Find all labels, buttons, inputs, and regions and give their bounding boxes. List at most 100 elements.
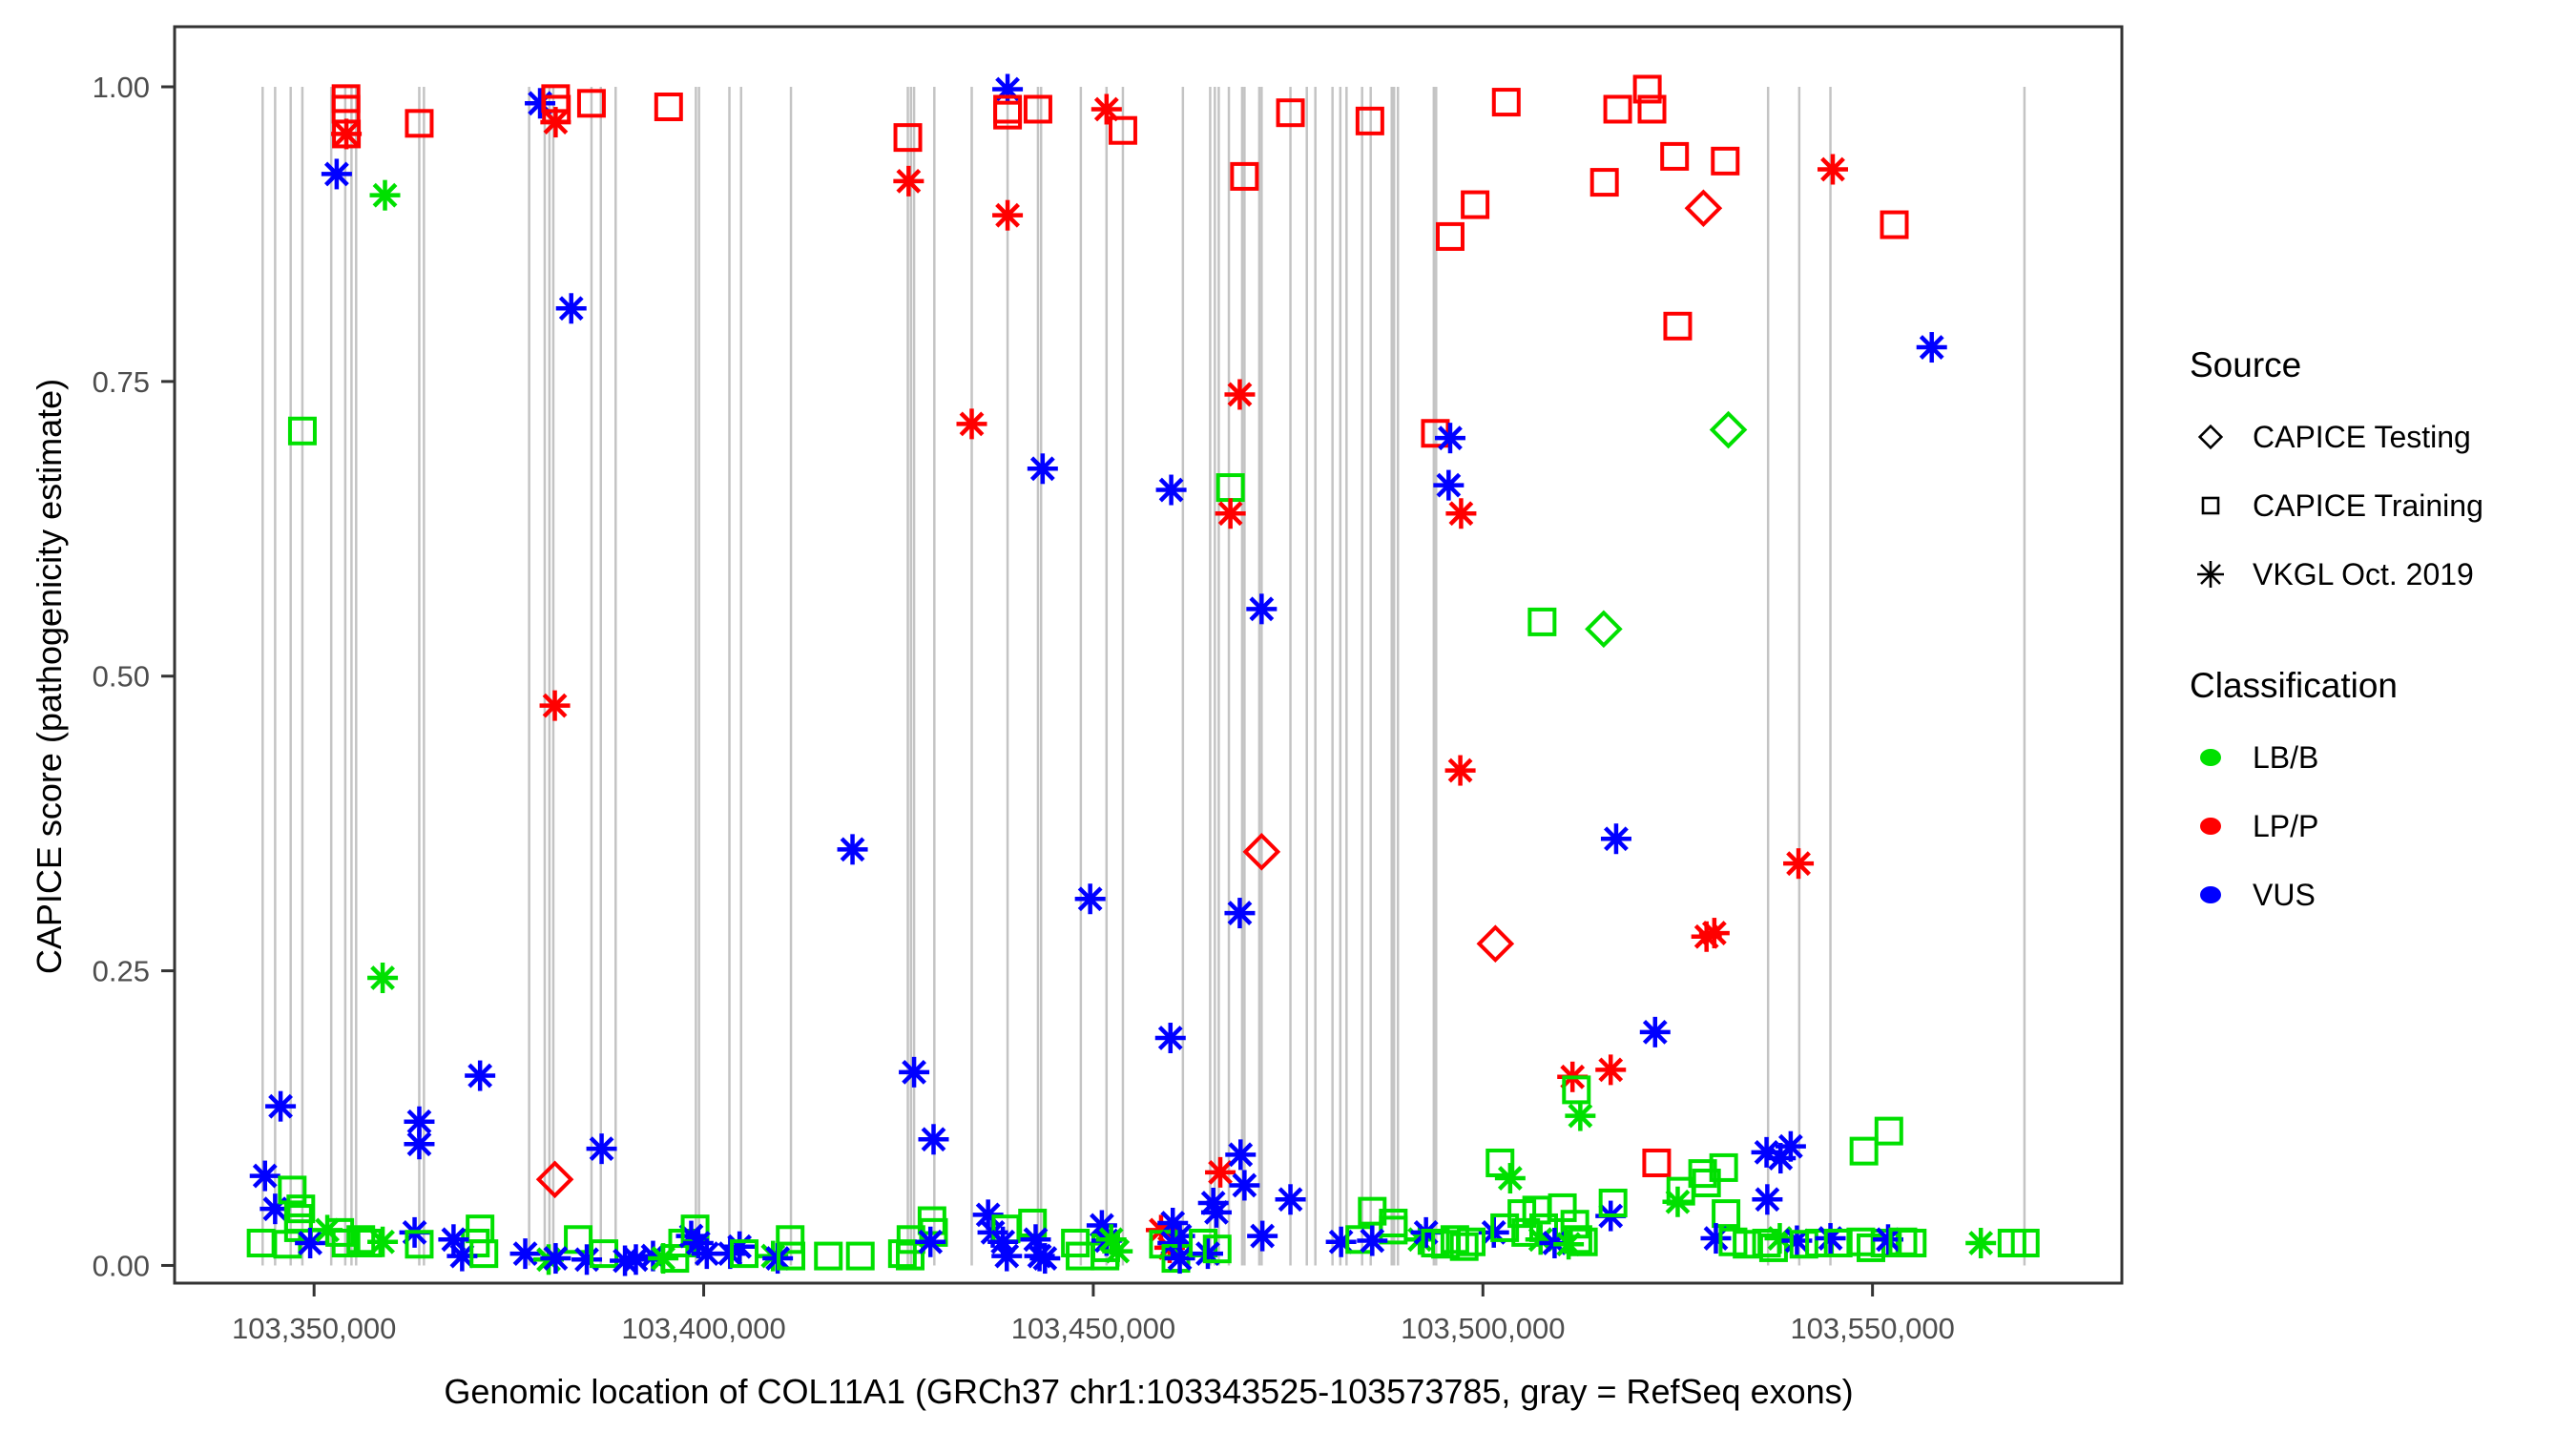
- data-point-asterisk: [1224, 379, 1256, 410]
- data-point-square: [278, 1175, 307, 1205]
- data-point-asterisk: [1433, 469, 1465, 501]
- data-point-asterisk: [265, 1090, 297, 1122]
- axes: 103,350,000 103,400,000 103,450,000 103,500…: [93, 71, 1955, 1345]
- data-point-square: [1688, 1159, 1717, 1189]
- data-point-asterisk: [465, 1060, 496, 1091]
- plot-panel-border: [173, 25, 2124, 1285]
- data-point-asterisk: [1247, 1220, 1278, 1252]
- data-point-square: [1527, 607, 1557, 636]
- data-point-asterisk: [249, 1160, 280, 1192]
- data-point-asterisk: [918, 1124, 949, 1155]
- data-point-asterisk: [1155, 474, 1187, 506]
- data-point-asterisk: [1192, 1238, 1223, 1270]
- data-point-square: [893, 123, 923, 153]
- data-point-asterisk: [1215, 498, 1246, 529]
- x-axis-title: Genomic location of COL11A1 (GRCh37 chr1…: [444, 1372, 1854, 1411]
- data-point-diamond: [1585, 610, 1623, 649]
- data-point-asterisk: [540, 107, 571, 138]
- data-point-asterisk: [586, 1133, 617, 1165]
- data-point-square: [1563, 1225, 1592, 1255]
- data-point-asterisk: [540, 1243, 571, 1275]
- y-axis-title: CAPICE score (pathogenicity estimate): [30, 378, 69, 975]
- data-point-asterisk: [1817, 154, 1848, 185]
- data-point-asterisk: [321, 158, 352, 190]
- data-point-asterisk: [1154, 1023, 1186, 1054]
- data-point-asterisk: [369, 179, 401, 211]
- data-point-asterisk: [1275, 1184, 1306, 1215]
- data-point-square: [1440, 1225, 1469, 1255]
- data-point-asterisk: [404, 1129, 435, 1160]
- red-dot-icon: [2200, 818, 2221, 835]
- x-tick-label: 103,500,000: [1401, 1312, 1565, 1345]
- data-point-square: [776, 1225, 805, 1255]
- x-tick-label: 103,550,000: [1790, 1312, 1954, 1345]
- legend-label: CAPICE Testing: [2253, 419, 2471, 454]
- legend-item-lpp: LP/P: [2190, 792, 2562, 861]
- legend-group-source: Source CAPICE Testing CAPICE Training: [2190, 345, 2562, 609]
- data-point-square: [1598, 1188, 1628, 1217]
- data-point-asterisk: [1783, 848, 1815, 880]
- data-point-square: [469, 1239, 499, 1269]
- legend-item-lbb: LB/B: [2190, 723, 2562, 792]
- data-point-asterisk: [991, 1240, 1023, 1272]
- data-point-asterisk: [1553, 1229, 1585, 1260]
- data-point-square: [1870, 1228, 1900, 1257]
- data-point-square: [331, 1228, 361, 1257]
- data-point-asterisk: [1639, 1016, 1671, 1047]
- data-point-square: [1215, 473, 1245, 503]
- data-point-asterisk: [1102, 1235, 1133, 1267]
- data-point-asterisk: [1595, 1054, 1627, 1086]
- data-point-asterisk: [295, 1227, 326, 1258]
- data-point-square: [346, 1225, 376, 1255]
- data-point-square: [1711, 146, 1740, 176]
- data-point-diamond: [1684, 189, 1723, 228]
- data-point-square: [1562, 1075, 1591, 1105]
- data-point-square: [1660, 141, 1690, 171]
- data-point-square: [405, 1230, 434, 1259]
- data-point-square: [1457, 1227, 1486, 1256]
- square-icon: [2201, 496, 2220, 515]
- data-point-square: [1485, 1148, 1515, 1177]
- data-point-square: [1712, 1199, 1741, 1229]
- data-point-square: [1276, 98, 1305, 128]
- data-point-square: [896, 1225, 925, 1255]
- blue-dot-icon: [2200, 886, 2221, 903]
- data-point-square: [287, 416, 317, 446]
- data-point-asterisk: [525, 88, 556, 119]
- data-point-asterisk: [367, 1226, 399, 1257]
- x-tick-label: 103,450,000: [1011, 1312, 1175, 1345]
- data-point-square: [660, 1244, 690, 1274]
- data-point-diamond: [1476, 924, 1515, 963]
- data-point-diamond: [535, 1160, 574, 1199]
- data-point-square: [654, 93, 683, 122]
- data-point-asterisk: [1752, 1184, 1783, 1215]
- data-point-asterisk: [404, 1106, 435, 1137]
- data-point-square: [895, 1241, 924, 1271]
- y-tick-label: 0.50: [93, 660, 150, 694]
- refseq-exon-lines: [261, 87, 2026, 1266]
- asterisk-icon: [2197, 561, 2224, 588]
- legend-item-capice-testing: CAPICE Testing: [2190, 403, 2562, 471]
- data-point-square: [814, 1241, 843, 1271]
- green-dot-icon: [2200, 749, 2221, 766]
- data-point-square: [1589, 168, 1619, 197]
- data-point-square: [1709, 1152, 1738, 1182]
- data-point-square: [777, 1241, 806, 1271]
- data-point-asterisk: [571, 1244, 603, 1275]
- data-point-asterisk: [1027, 453, 1058, 485]
- legend-label: LP/P: [2253, 808, 2319, 843]
- data-point-square: [845, 1241, 875, 1271]
- data-point-asterisk: [509, 1238, 541, 1270]
- data-point-square: [1880, 210, 1909, 239]
- data-point-asterisk: [1765, 1143, 1797, 1174]
- x-tick-label: 103,400,000: [621, 1312, 785, 1345]
- data-point-asterisk: [893, 165, 924, 197]
- legend-label: VUS: [2253, 877, 2316, 912]
- data-point-asterisk: [1224, 898, 1256, 929]
- data-point-asterisk: [1229, 1170, 1260, 1201]
- data-point-square: [286, 1194, 316, 1224]
- data-point-asterisk: [1916, 332, 1947, 363]
- data-point-square: [1789, 1230, 1818, 1259]
- data-point-asterisk: [539, 690, 571, 721]
